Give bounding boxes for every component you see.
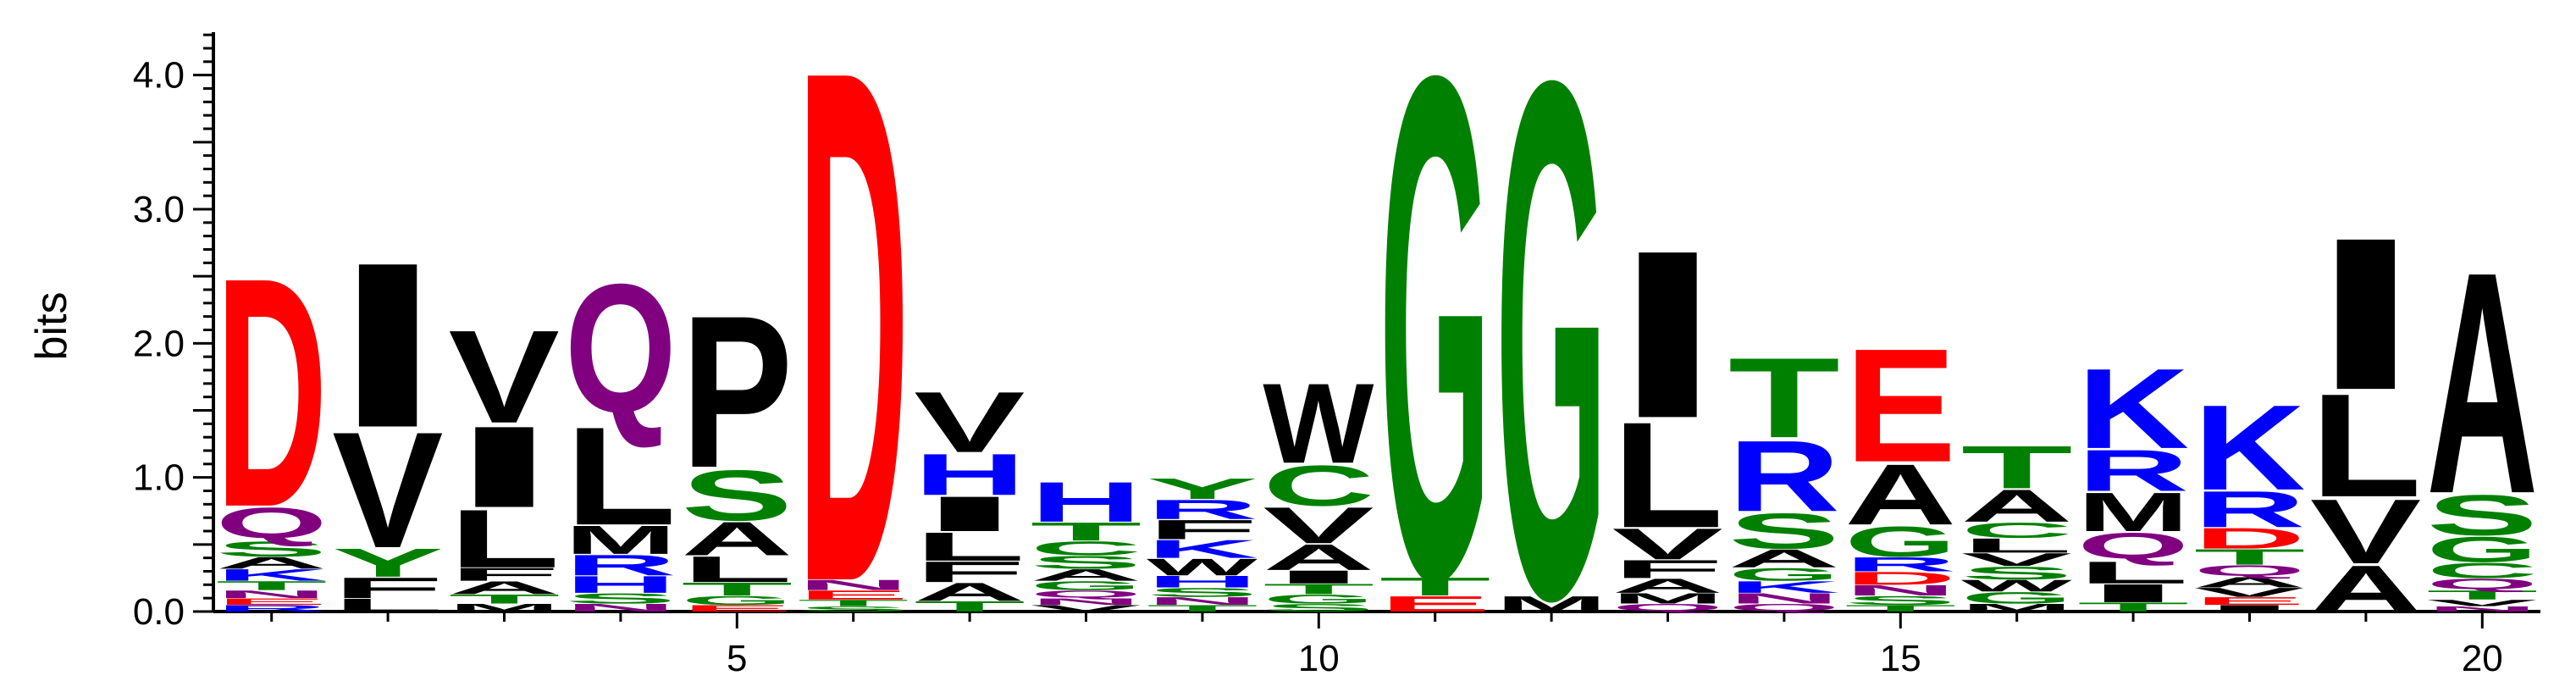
logo-letter-G: G bbox=[1379, 0, 1491, 692]
y-tick-label: 2.0 bbox=[133, 323, 185, 364]
logo-letter-G: G bbox=[1495, 0, 1607, 692]
y-tick-label: 0.0 bbox=[133, 591, 185, 633]
logo-letter-T: T bbox=[1961, 434, 2073, 501]
logo-letter-Q: Q bbox=[565, 246, 677, 451]
logo-letter-W: W bbox=[1263, 359, 1374, 487]
logo-letter-Y: Y bbox=[1147, 473, 1258, 506]
y-axis-title: bits bbox=[27, 292, 76, 361]
logo-column-5: EGTLASP bbox=[681, 270, 793, 613]
x-tick-label: 10 bbox=[1298, 638, 1340, 679]
logo-letter-K: K bbox=[2077, 346, 2189, 473]
logo-column-11: ETG bbox=[1379, 0, 1491, 692]
logo-letter-I: I bbox=[2310, 192, 2422, 435]
logo-column-10: SGTIAVCW bbox=[1263, 359, 1374, 614]
x-tick-label: 5 bbox=[727, 638, 747, 679]
logo-letter-A: A bbox=[2426, 207, 2538, 560]
x-tick-label: 20 bbox=[2462, 638, 2503, 679]
logo-column-12: MG bbox=[1495, 0, 1607, 692]
y-tick-label: 1.0 bbox=[133, 457, 185, 499]
logo-letter-I: I bbox=[332, 214, 444, 477]
logo-letter-D: D bbox=[216, 210, 328, 576]
y-tick-label: 4.0 bbox=[133, 55, 185, 97]
logo-column-20: NVTQCGSA bbox=[2426, 207, 2538, 612]
logo-letter-T: T bbox=[1728, 335, 1840, 462]
logo-column-17: TILQMRK bbox=[2077, 346, 2189, 614]
logo-column-14: QNKGASRT bbox=[1728, 335, 1840, 613]
logo-letter-V: V bbox=[449, 302, 560, 451]
logo-column-15: TSNDRGAE bbox=[1844, 316, 1956, 614]
logo-letter-K: K bbox=[2194, 379, 2306, 516]
y-tick-label: 3.0 bbox=[133, 189, 185, 230]
logo-column-4: NSHRMLQ bbox=[565, 246, 677, 614]
y-ticks: 0.0 1.0 2.0 3.0 4.0 bbox=[133, 35, 213, 633]
letter-stacks: RENTKASQDLFYVIMTAFLIVNSHRMLQEGTLASPSTEND… bbox=[216, 0, 2539, 692]
logo-letter-H: H bbox=[1031, 470, 1142, 534]
x-tick-label: 15 bbox=[1880, 638, 1921, 679]
logo-letter-I: I bbox=[1612, 201, 1724, 468]
logo-letter-P: P bbox=[681, 270, 793, 513]
logo-letter-V: V bbox=[914, 374, 1025, 471]
logo-column-2: LFYVI bbox=[332, 214, 444, 616]
logo-letter-E: E bbox=[1844, 316, 1956, 496]
logo-letter-D: D bbox=[798, 0, 909, 692]
